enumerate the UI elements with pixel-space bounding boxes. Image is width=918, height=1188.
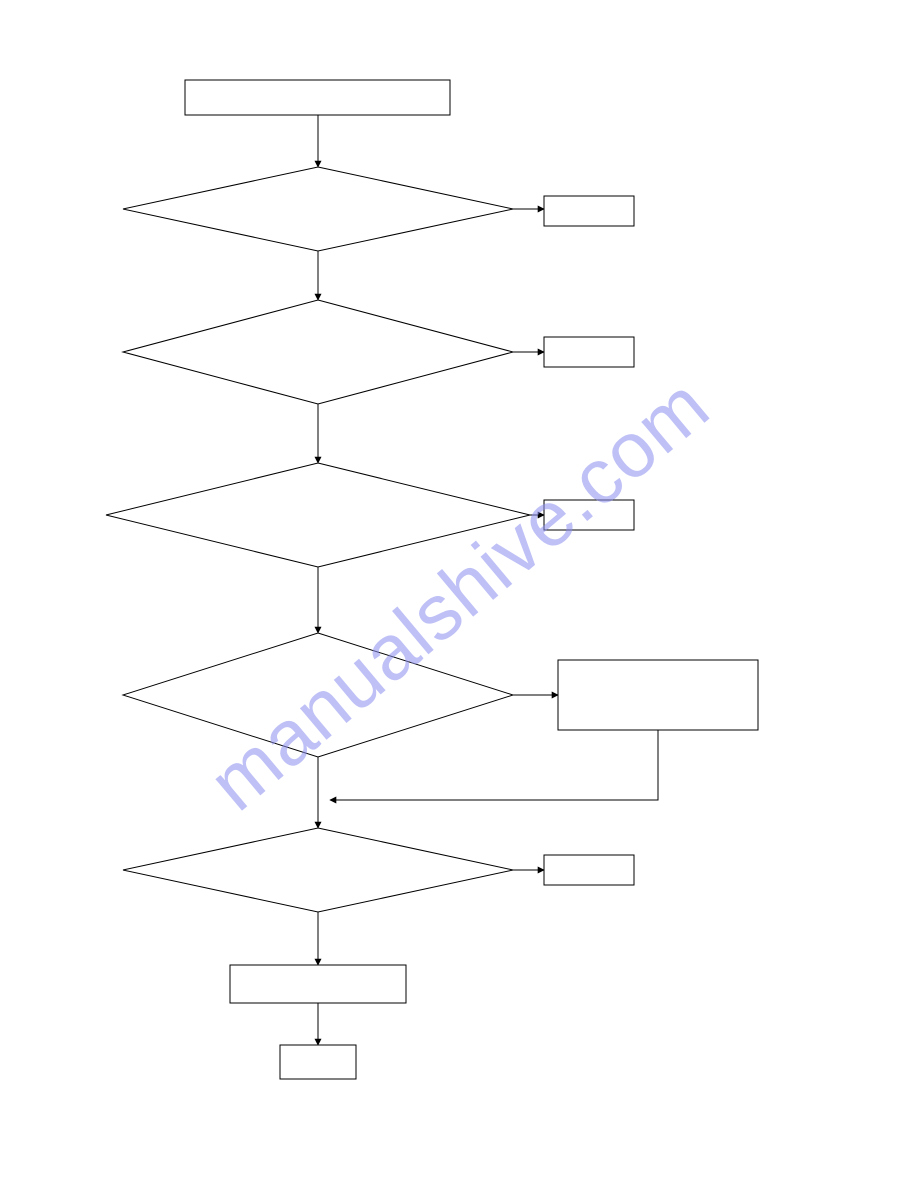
- node-r4: [558, 660, 758, 730]
- node-r1: [544, 196, 634, 226]
- flowchart-canvas: [0, 0, 918, 1188]
- node-d3: [106, 463, 530, 567]
- node-p1: [230, 965, 406, 1003]
- node-d5: [123, 828, 513, 912]
- node-start: [185, 80, 450, 115]
- node-d1: [123, 167, 513, 251]
- node-d2: [123, 300, 513, 404]
- node-end: [280, 1045, 356, 1079]
- node-r2: [544, 337, 634, 367]
- edge-r4-merge: [330, 730, 658, 800]
- node-r3: [544, 500, 634, 530]
- node-d4: [123, 633, 513, 757]
- node-r5: [544, 855, 634, 885]
